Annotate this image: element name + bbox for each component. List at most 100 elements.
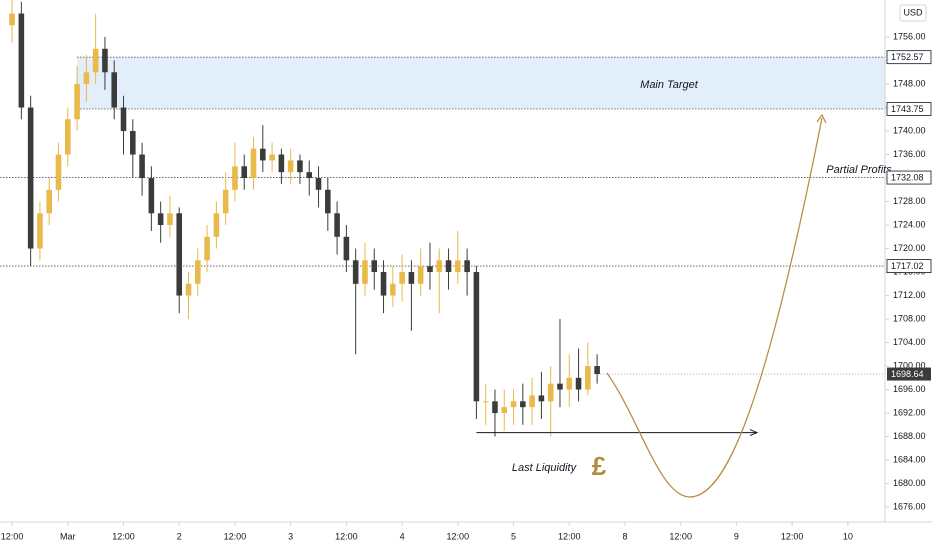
- x-tick-label: 12:00: [558, 531, 581, 541]
- candle-body: [46, 189, 53, 214]
- candle-body: [9, 13, 15, 26]
- y-tick-label: 1684.00: [893, 454, 926, 464]
- candle-body: [417, 266, 424, 284]
- candle-body: [27, 107, 34, 249]
- candle-body: [185, 283, 192, 296]
- candle-body: [399, 272, 405, 284]
- level-label: 1752.57: [891, 52, 924, 62]
- candle-body: [575, 377, 582, 390]
- candle-body: [167, 213, 173, 226]
- currency-box[interactable]: [899, 4, 927, 22]
- candle-body: [510, 401, 517, 408]
- candle-body: [538, 395, 545, 402]
- x-tick-label: 9: [734, 531, 739, 541]
- candle-body: [390, 283, 396, 296]
- candle-body: [83, 72, 90, 85]
- x-tick-label: 12:00: [112, 531, 135, 541]
- level-badge: [886, 50, 932, 65]
- x-tick-label: 12:00: [1, 531, 24, 541]
- target-zone: [77, 57, 886, 109]
- level-label: 1732.08: [891, 172, 924, 182]
- pound-symbol: £: [592, 451, 607, 481]
- y-tick-label: 1676.00: [893, 501, 926, 511]
- projection-arrowhead: [816, 113, 827, 124]
- candle-body: [306, 172, 313, 179]
- candle-body: [482, 401, 489, 403]
- candle-body: [92, 48, 99, 73]
- candle-body: [473, 272, 480, 402]
- last-price-label: 1698.64: [891, 369, 924, 379]
- candle-body: [120, 107, 127, 132]
- candle-body: [111, 72, 118, 108]
- x-tick-label: 4: [400, 531, 405, 541]
- x-tick-label: 10: [843, 531, 853, 541]
- candle-body: [334, 213, 340, 237]
- y-tick-label: 1692.00: [893, 407, 926, 417]
- x-tick-label: 2: [177, 531, 182, 541]
- candle-body: [260, 148, 266, 161]
- candle-body: [455, 260, 461, 273]
- candle-body: [232, 166, 238, 190]
- candle-body: [278, 154, 285, 173]
- candle-body: [195, 260, 201, 284]
- candle-body: [594, 366, 600, 375]
- y-tick-label: 1704.00: [893, 337, 926, 347]
- level-badge: [886, 259, 932, 273]
- x-tick-label: 12:00: [224, 531, 247, 541]
- candle-body: [352, 260, 359, 284]
- candle-body: [157, 213, 164, 226]
- candle-body: [139, 154, 145, 179]
- candle-body: [37, 213, 43, 249]
- candle-body: [250, 148, 257, 179]
- x-tick-label: Mar: [60, 531, 76, 541]
- y-tick-label: 1712.00: [893, 290, 926, 300]
- x-tick-label: 5: [511, 531, 516, 541]
- y-tick-label: 1728.00: [893, 196, 926, 206]
- liquidity-arrowhead: [749, 429, 759, 437]
- y-tick-label: 1756.00: [893, 31, 926, 41]
- candle-body: [585, 366, 591, 390]
- y-tick-label: 1736.00: [893, 149, 926, 159]
- candle-body: [130, 131, 136, 155]
- x-tick-label: 12:00: [669, 531, 692, 541]
- candle-body: [148, 178, 155, 214]
- y-tick-label: 1720.00: [893, 243, 926, 253]
- candle-body: [436, 260, 443, 273]
- candle-body: [287, 160, 294, 173]
- candle-body: [501, 407, 508, 414]
- candle-body: [325, 189, 331, 214]
- candle-body: [566, 377, 573, 390]
- level-label: 1717.02: [891, 261, 924, 271]
- candle-body: [427, 266, 433, 273]
- x-tick-label: 12:00: [447, 531, 470, 541]
- candle-body: [547, 383, 554, 402]
- candle-body: [55, 154, 62, 190]
- candle-body: [380, 272, 387, 296]
- y-tick-label: 1680.00: [893, 478, 926, 488]
- level-badge: [886, 170, 932, 185]
- candle-body: [315, 178, 322, 190]
- candle-body: [241, 166, 248, 179]
- level-badge: [886, 102, 932, 116]
- candle-body: [213, 213, 220, 237]
- y-tick-label: 1740.00: [893, 125, 926, 135]
- candle-body: [269, 154, 275, 161]
- plot-area: [0, 0, 886, 437]
- candle-body: [102, 48, 108, 73]
- candle-body: [557, 383, 563, 390]
- x-tick-label: 3: [288, 531, 293, 541]
- candle-body: [445, 260, 452, 273]
- x-tick-label: 8: [622, 531, 627, 541]
- candle-body: [74, 84, 80, 120]
- y-tick-label: 1708.00: [893, 313, 926, 323]
- candle-body: [18, 13, 25, 108]
- candle-body: [297, 160, 303, 173]
- projection-curve: [606, 117, 823, 498]
- candle-body: [343, 236, 350, 261]
- y-tick-label: 1696.00: [893, 384, 926, 394]
- last-liquidity-label: Last Liquidity: [512, 462, 578, 474]
- candle-body: [65, 119, 71, 155]
- candle-body: [529, 395, 535, 408]
- y-tick-label: 1724.00: [893, 219, 926, 229]
